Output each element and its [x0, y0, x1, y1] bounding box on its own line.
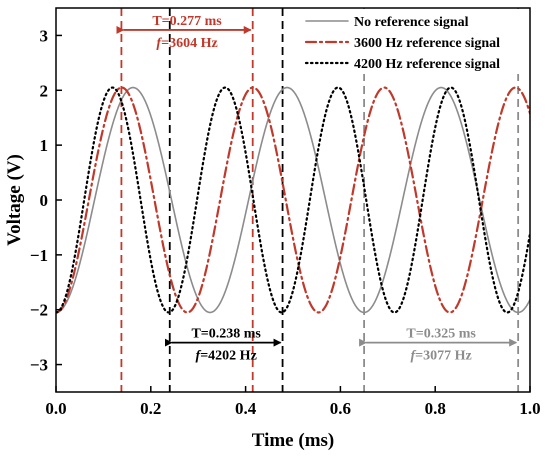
legend: No reference signal 3600 Hz reference sig…	[298, 9, 529, 74]
x-tick-label: 0.2	[140, 399, 161, 418]
frequency-value: =3604 Hz	[161, 36, 218, 51]
y-tick-label: −3	[30, 356, 48, 375]
frequency-label: f=4202 Hz	[196, 349, 257, 364]
legend-label: 3600 Hz reference signal	[354, 36, 500, 51]
frequency-value: =4202 Hz	[200, 349, 257, 364]
series-line-1	[56, 86, 530, 314]
period-marker-lines	[120, 8, 520, 392]
period-label: T=0.277 ms	[152, 14, 222, 29]
frequency-label: f=3077 Hz	[410, 349, 471, 364]
series-line-2	[56, 86, 530, 314]
frequency-label: f=3604 Hz	[156, 36, 217, 51]
x-tick-label: 0.0	[45, 399, 66, 418]
x-tick-label: 0.8	[425, 399, 446, 418]
y-tick-label: 2	[40, 81, 49, 100]
series-layer	[56, 86, 530, 314]
frequency-symbol: f	[410, 349, 416, 364]
legend-label: 4200 Hz reference signal	[354, 57, 500, 72]
x-tick-label: 0.6	[330, 399, 351, 418]
period-label: T=0.238 ms	[191, 327, 261, 342]
y-tick-label: 3	[40, 26, 49, 45]
x-axis-ticks: 0.0 0.2 0.4 0.6 0.8 1.0	[45, 386, 541, 418]
period-label: T=0.325 ms	[406, 327, 476, 342]
x-axis-title: Time (ms)	[252, 430, 335, 451]
y-tick-label: −1	[30, 246, 48, 265]
period-annotations: T=0.277 msf=3604 HzT=0.238 msf=4202 HzT=…	[116, 14, 518, 364]
frequency-symbol: f	[196, 349, 202, 364]
x-tick-label: 1.0	[519, 399, 540, 418]
y-tick-label: −2	[30, 301, 48, 320]
y-tick-label: 0	[40, 191, 49, 210]
x-tick-label: 0.4	[235, 399, 257, 418]
y-tick-label: 1	[40, 136, 49, 155]
y-axis-title: Voltage (V)	[4, 154, 25, 246]
legend-label: No reference signal	[354, 15, 469, 30]
series-line-0	[56, 86, 530, 314]
frequency-value: =3077 Hz	[415, 349, 472, 364]
y-axis-ticks: −3 −2 −1 0 1 2 3	[30, 26, 62, 375]
frequency-symbol: f	[156, 36, 162, 51]
